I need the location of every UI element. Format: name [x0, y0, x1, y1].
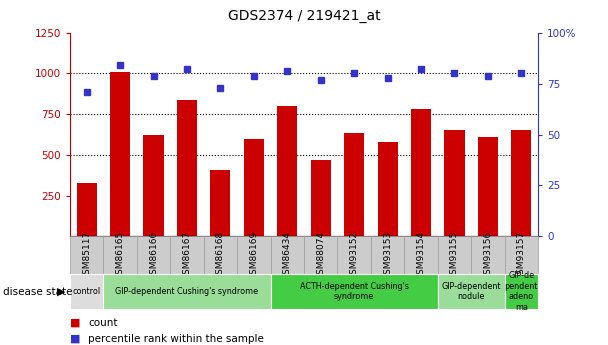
Bar [511, 130, 531, 236]
Bar [210, 169, 230, 236]
Bar [70, 274, 103, 309]
Text: ■: ■ [70, 334, 80, 344]
Text: GSM86168: GSM86168 [216, 231, 225, 280]
Bar [143, 135, 164, 236]
Bar [277, 106, 297, 236]
Bar [177, 100, 197, 236]
Text: GIP-dependent Cushing's syndrome: GIP-dependent Cushing's syndrome [116, 287, 258, 296]
Text: disease state: disease state [3, 287, 72, 296]
Bar [344, 133, 364, 236]
Bar [311, 160, 331, 236]
Bar [444, 130, 465, 236]
Bar [411, 109, 431, 236]
Bar [244, 139, 264, 236]
Text: GSM93152: GSM93152 [350, 231, 359, 280]
Text: GSM93157: GSM93157 [517, 231, 526, 280]
Text: ACTH-dependent Cushing's
syndrome: ACTH-dependent Cushing's syndrome [300, 282, 409, 301]
Text: count: count [88, 318, 118, 327]
Text: GSM86169: GSM86169 [249, 231, 258, 280]
Text: ▶: ▶ [57, 287, 65, 296]
Bar [110, 72, 130, 236]
Bar [77, 183, 97, 236]
Text: GSM93156: GSM93156 [483, 231, 492, 280]
Text: GSM86434: GSM86434 [283, 231, 292, 280]
Bar [271, 274, 438, 309]
Text: GSM86166: GSM86166 [149, 231, 158, 280]
Text: GSM86165: GSM86165 [116, 231, 125, 280]
Text: GSM86167: GSM86167 [182, 231, 192, 280]
Bar [103, 274, 271, 309]
Bar [478, 137, 498, 236]
Text: GIP-de
pendent
adeno
ma: GIP-de pendent adeno ma [505, 272, 538, 312]
Text: ■: ■ [70, 318, 80, 327]
Bar [378, 142, 398, 236]
Text: control: control [72, 287, 101, 296]
Text: GSM85117: GSM85117 [82, 231, 91, 280]
Text: GSM93154: GSM93154 [416, 231, 426, 280]
Text: GIP-dependent
nodule: GIP-dependent nodule [441, 282, 501, 301]
Text: percentile rank within the sample: percentile rank within the sample [88, 334, 264, 344]
Text: GSM88074: GSM88074 [316, 231, 325, 280]
Text: GDS2374 / 219421_at: GDS2374 / 219421_at [227, 9, 381, 23]
Bar [438, 274, 505, 309]
Text: GSM93153: GSM93153 [383, 231, 392, 280]
Bar [505, 274, 538, 309]
Text: GSM93155: GSM93155 [450, 231, 459, 280]
